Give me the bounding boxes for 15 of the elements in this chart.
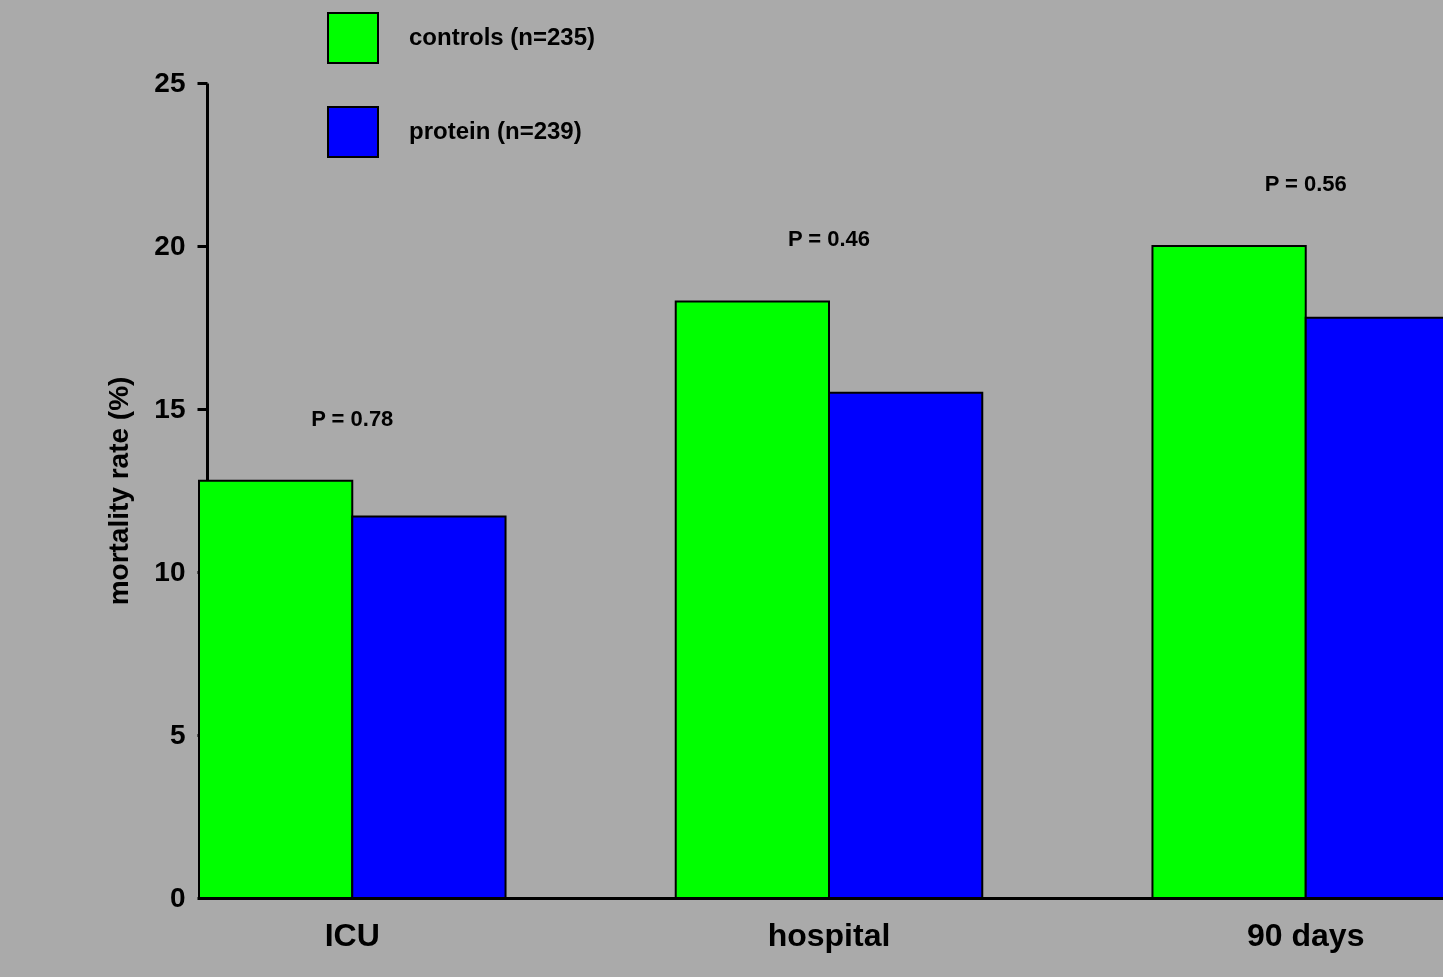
y-tick-label: 25 (154, 66, 186, 98)
legend-label: protein (n=239) (409, 117, 582, 144)
x-tick-label: ICU (324, 916, 380, 953)
x-tick-label: 90 days (1247, 916, 1365, 953)
annotation: P = 0.46 (787, 226, 871, 252)
y-tick-label: 5 (169, 718, 186, 750)
annotation: P = 0.56 (1264, 171, 1347, 196)
y-tick-label: 15 (154, 392, 186, 424)
x-tick-label: hospital (767, 916, 891, 953)
legend-label: controls (n=235) (409, 23, 596, 50)
y-tick-label: 0 (169, 881, 186, 913)
y-axis-title: mortality rate (%) (103, 376, 135, 606)
annotation: P = 0.78 (311, 405, 394, 431)
y-tick-label: 20 (154, 229, 186, 261)
y-tick-label: 10 (154, 555, 186, 587)
